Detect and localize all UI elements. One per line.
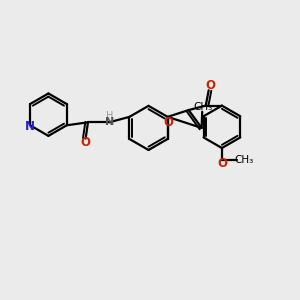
Text: O: O — [81, 136, 91, 149]
Text: CH₃: CH₃ — [193, 102, 212, 112]
Text: CH₃: CH₃ — [234, 155, 253, 165]
Text: O: O — [163, 116, 173, 129]
Text: N: N — [25, 120, 34, 133]
Text: O: O — [217, 158, 227, 170]
Text: O: O — [205, 80, 215, 92]
Text: N: N — [105, 117, 114, 127]
Text: H: H — [106, 111, 113, 122]
